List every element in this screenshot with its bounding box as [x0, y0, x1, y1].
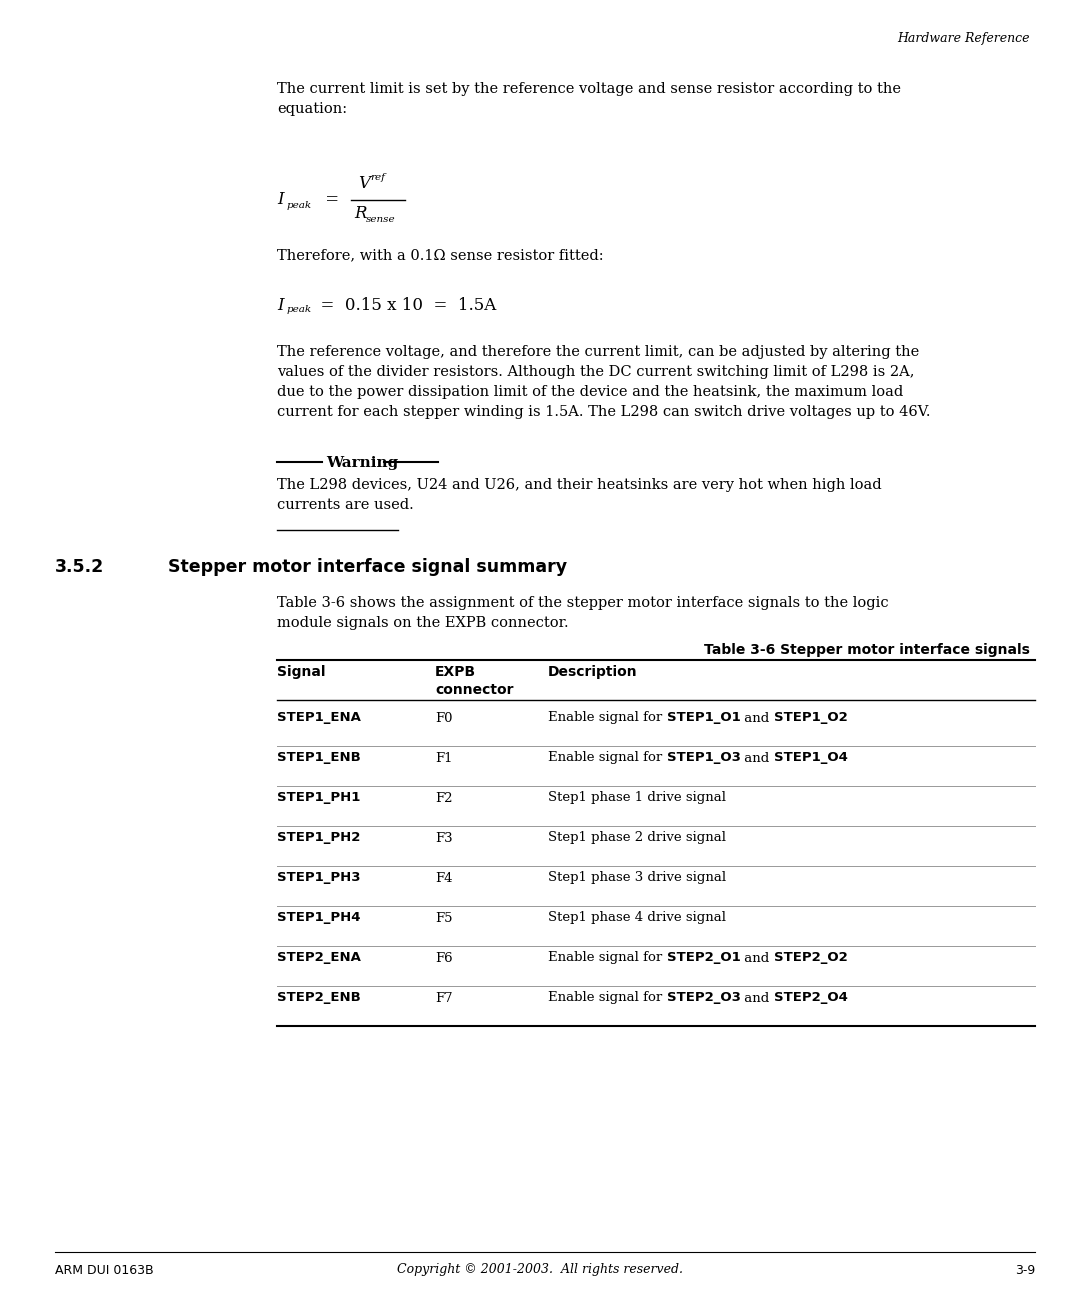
Text: STEP2_O1: STEP2_O1: [666, 951, 740, 964]
Text: The current limit is set by the reference voltage and sense resistor according t: The current limit is set by the referenc…: [276, 82, 901, 117]
Text: Step1 phase 4 drive signal: Step1 phase 4 drive signal: [548, 911, 726, 924]
Text: ARM DUI 0163B: ARM DUI 0163B: [55, 1264, 153, 1277]
Text: STEP1_PH4: STEP1_PH4: [276, 911, 361, 924]
Text: STEP2_O3: STEP2_O3: [666, 991, 741, 1004]
Text: R: R: [354, 206, 366, 223]
Text: Table 3-6 shows the assignment of the stepper motor interface signals to the log: Table 3-6 shows the assignment of the st…: [276, 596, 889, 630]
Text: Step1 phase 3 drive signal: Step1 phase 3 drive signal: [548, 871, 726, 884]
Text: V: V: [357, 175, 370, 193]
Text: Description: Description: [548, 665, 637, 679]
Text: I: I: [276, 192, 284, 209]
Text: =: =: [320, 192, 339, 209]
Text: STEP2_ENA: STEP2_ENA: [276, 951, 361, 964]
Text: F5: F5: [435, 911, 453, 924]
Text: Table 3-6 Stepper motor interface signals: Table 3-6 Stepper motor interface signal…: [704, 643, 1030, 657]
Text: STEP1_ENB: STEP1_ENB: [276, 752, 361, 765]
Text: F2: F2: [435, 792, 453, 805]
Text: Step1 phase 2 drive signal: Step1 phase 2 drive signal: [548, 832, 726, 845]
Text: STEP1_O3: STEP1_O3: [666, 752, 741, 765]
Text: F3: F3: [435, 832, 453, 845]
Text: STEP2_ENB: STEP2_ENB: [276, 991, 361, 1004]
Text: F6: F6: [435, 951, 453, 964]
Text: peak: peak: [287, 306, 312, 315]
Text: Copyright © 2001-2003.  All rights reserved.: Copyright © 2001-2003. All rights reserv…: [397, 1264, 683, 1277]
Text: STEP1_O1: STEP1_O1: [666, 712, 740, 724]
Text: and: and: [741, 752, 774, 765]
Text: Hardware Reference: Hardware Reference: [897, 32, 1030, 45]
Text: STEP1_O2: STEP1_O2: [773, 712, 848, 724]
Text: F4: F4: [435, 871, 453, 884]
Text: Warning: Warning: [326, 456, 399, 470]
Text: 3.5.2: 3.5.2: [55, 559, 105, 575]
Text: peak: peak: [287, 201, 312, 210]
Text: =  0.15 x 10  =  1.5A: = 0.15 x 10 = 1.5A: [310, 297, 496, 314]
Text: STEP1_PH2: STEP1_PH2: [276, 832, 361, 845]
Text: Stepper motor interface signal summary: Stepper motor interface signal summary: [168, 559, 567, 575]
Text: The L298 devices, U24 and U26, and their heatsinks are very hot when high load
c: The L298 devices, U24 and U26, and their…: [276, 478, 881, 512]
Text: STEP1_PH1: STEP1_PH1: [276, 792, 361, 805]
Text: and: and: [740, 712, 773, 724]
Text: and: and: [741, 991, 774, 1004]
Text: Enable signal for: Enable signal for: [548, 752, 666, 765]
Text: I: I: [276, 297, 284, 314]
Text: STEP2_O2: STEP2_O2: [773, 951, 848, 964]
Text: F0: F0: [435, 712, 453, 724]
Text: Signal: Signal: [276, 665, 325, 679]
Text: EXPB
connector: EXPB connector: [435, 665, 513, 697]
Text: Enable signal for: Enable signal for: [548, 951, 666, 964]
Text: F1: F1: [435, 752, 453, 765]
Text: and: and: [740, 951, 773, 964]
Text: sense: sense: [366, 215, 395, 224]
Text: STEP1_PH3: STEP1_PH3: [276, 871, 361, 884]
Text: STEP1_ENA: STEP1_ENA: [276, 712, 361, 724]
Text: Therefore, with a 0.1Ω sense resistor fitted:: Therefore, with a 0.1Ω sense resistor fi…: [276, 248, 604, 262]
Text: Enable signal for: Enable signal for: [548, 991, 666, 1004]
Text: F7: F7: [435, 991, 453, 1004]
Text: STEP2_O4: STEP2_O4: [774, 991, 848, 1004]
Text: ref: ref: [370, 174, 384, 183]
Text: 3-9: 3-9: [1015, 1264, 1035, 1277]
Text: The reference voltage, and therefore the current limit, can be adjusted by alter: The reference voltage, and therefore the…: [276, 345, 931, 419]
Text: Enable signal for: Enable signal for: [548, 712, 666, 724]
Text: Step1 phase 1 drive signal: Step1 phase 1 drive signal: [548, 792, 726, 805]
Text: STEP1_O4: STEP1_O4: [774, 752, 848, 765]
